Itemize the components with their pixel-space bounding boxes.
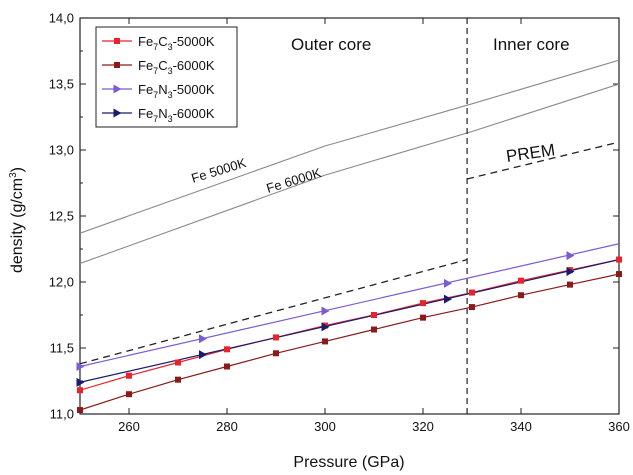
legend-label-part: -5000K <box>173 82 215 97</box>
series-line-2 <box>80 243 619 368</box>
legend-label-part: Fe <box>138 58 153 73</box>
y-axis-title-close: ) <box>9 167 26 172</box>
series-line-1 <box>80 273 619 411</box>
series-1-point <box>371 326 377 333</box>
series-1-point <box>126 391 132 398</box>
reference-lines <box>80 59 619 265</box>
y-axis-title: density (g/cm3) <box>8 167 26 273</box>
series-2-point <box>199 334 207 344</box>
prem-label: PREM <box>505 140 556 166</box>
x-tick-label: 360 <box>608 419 630 434</box>
legend-items: Fe7C3-5000KFe7C3-6000KFe7N3-5000KFe7N3-6… <box>102 34 215 124</box>
series-1-point <box>420 314 426 321</box>
legend-label-part: 3 <box>168 90 173 100</box>
y-tick-label: 12,0 <box>49 275 74 290</box>
legend-label-part: Fe <box>138 106 153 121</box>
series-3-point <box>566 266 575 276</box>
legend-label-part: 3 <box>168 66 173 76</box>
legend-label-1: Fe7C3-6000K <box>138 58 215 76</box>
prem-outer-line <box>80 258 468 365</box>
legend-label-0: Fe7C3-5000K <box>138 34 215 52</box>
x-tick-label: 300 <box>314 419 336 434</box>
series-0-point <box>616 256 622 263</box>
series-3-point <box>321 322 330 332</box>
series-0-point <box>371 312 377 318</box>
outer-core-label: Outer core <box>291 35 371 54</box>
series-1-point <box>567 281 573 288</box>
series-1-point <box>224 363 230 370</box>
legend-label-part: -5000K <box>173 34 215 49</box>
series-0-point <box>126 372 132 379</box>
x-tick-label: 280 <box>216 419 238 434</box>
legend-label-part: 3 <box>168 114 173 124</box>
data-markers <box>76 251 622 414</box>
x-tick-label: 260 <box>118 419 140 434</box>
prem-inner-line <box>466 141 619 180</box>
legend-label-part: C <box>158 58 167 73</box>
legend-marker-1 <box>114 62 120 68</box>
series-1-point <box>616 271 622 278</box>
series-0-point <box>273 334 279 341</box>
series-2-point <box>566 251 575 261</box>
series-1-point <box>322 338 328 345</box>
series-0-point <box>224 346 230 353</box>
fe-5000k-label: Fe 5000K <box>189 155 248 186</box>
legend-label-part: 3 <box>168 42 173 52</box>
y-tick-label: 12,5 <box>49 209 74 224</box>
legend-label-part: Fe <box>138 34 153 49</box>
series-2-point <box>444 278 452 288</box>
series-0-point <box>469 289 475 296</box>
series-1-point <box>77 407 83 414</box>
data-series <box>80 243 619 411</box>
x-tick-label: 340 <box>510 419 532 434</box>
series-1-point <box>518 292 524 299</box>
x-tick-label: 320 <box>412 419 434 434</box>
y-tick-label: 11,5 <box>50 341 74 356</box>
legend: Fe7C3-5000KFe7C3-6000KFe7N3-5000KFe7N3-6… <box>95 26 238 128</box>
y-axis-title-main: density (g/cm <box>9 178 26 273</box>
legend-label-2: Fe7N3-5000K <box>138 82 215 100</box>
series-1-point <box>175 376 181 383</box>
series-2-point <box>76 361 85 371</box>
inner-core-label: Inner core <box>493 35 570 54</box>
fe-6000k-label: Fe 6000K <box>264 165 323 196</box>
legend-label-part: Fe <box>138 82 153 97</box>
series-0-point <box>77 387 83 394</box>
axis-ticks: 260 280 300 320 340 360 11,0 11,5 12,0 12,5 13,0 13… <box>49 11 630 435</box>
fe-reference-line-0 <box>80 59 619 234</box>
legend-label-part: 7 <box>153 114 158 124</box>
series-3-point <box>199 350 207 360</box>
series-line-3 <box>80 259 619 383</box>
x-axis-title: Pressure (GPa) <box>293 454 404 471</box>
legend-label-part: N <box>158 106 167 121</box>
y-tick-label: 13,5 <box>49 77 74 92</box>
y-axis-title-sup: 3 <box>8 172 19 178</box>
fe-reference-line-1 <box>80 83 619 265</box>
y-tick-label: 11,0 <box>50 407 74 422</box>
legend-label-part: 7 <box>153 42 158 52</box>
legend-marker-3 <box>113 108 122 118</box>
series-3-point <box>444 294 452 304</box>
legend-marker-0 <box>114 38 120 44</box>
legend-label-part: 7 <box>153 90 158 100</box>
legend-label-part: N <box>158 82 167 97</box>
y-tick-label: 13,0 <box>49 143 74 158</box>
legend-marker-2 <box>113 84 122 94</box>
legend-label-part: -6000K <box>173 58 215 73</box>
series-0-point <box>175 359 181 366</box>
legend-label-part: 7 <box>153 66 158 76</box>
series-line-0 <box>80 259 619 391</box>
legend-label-part: C <box>158 34 167 49</box>
y-tick-label: 14,0 <box>49 11 74 26</box>
legend-label-part: -6000K <box>173 106 215 121</box>
series-1-point <box>469 304 475 311</box>
series-0-point <box>420 300 426 307</box>
series-2-point <box>321 306 330 316</box>
legend-label-3: Fe7N3-6000K <box>138 106 215 124</box>
prem-curve <box>80 18 619 414</box>
series-1-point <box>273 350 279 357</box>
series-3-point <box>76 377 85 387</box>
series-0-point <box>518 277 524 284</box>
